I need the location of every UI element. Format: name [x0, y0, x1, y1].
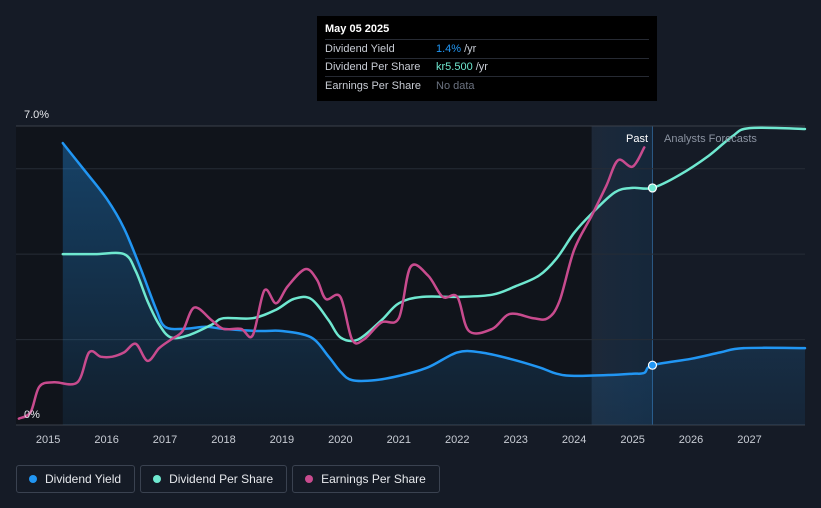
dot-icon — [29, 475, 37, 483]
x-tick-label: 2020 — [328, 434, 352, 446]
dividend-yield-area — [62, 143, 806, 425]
tooltip-row-dividend-per-share: Dividend Per Share kr5.500 /yr — [325, 57, 649, 77]
x-tick-label: 2024 — [562, 434, 586, 446]
tooltip-unit: /yr — [464, 42, 477, 55]
dot-icon — [305, 475, 314, 483]
x-tick-label: 2023 — [503, 434, 527, 446]
y-tick-label: 0% — [24, 409, 40, 421]
tooltip-row-dividend-yield: Dividend Yield 1.4% /yr — [325, 39, 649, 58]
dividend-per-share-marker — [647, 183, 658, 193]
tooltip-value: No data — [436, 79, 475, 92]
tooltip-label: Earnings Per Share — [325, 79, 421, 92]
x-tick-label: 2027 — [737, 434, 761, 446]
legend-item-dividend-yield[interactable]: Dividend Yield — [16, 465, 136, 493]
legend-label: Earnings Per Share — [321, 472, 426, 486]
tooltip-label: Dividend Per Share — [325, 61, 421, 74]
dividend-yield-marker — [647, 360, 658, 370]
tooltip-label: Dividend Yield — [325, 42, 395, 55]
x-tick-label: 2026 — [679, 434, 703, 446]
tooltip-row-earnings-per-share: Earnings Per Share No data — [325, 76, 649, 95]
dividend-yield-line — [61, 141, 807, 383]
tooltip-unit: /yr — [475, 61, 488, 74]
legend-item-earnings-per-share[interactable]: Earnings Per Share — [292, 465, 440, 493]
x-tick-label: 2019 — [270, 434, 294, 446]
legend-item-dividend-per-share[interactable]: Dividend Per Share — [140, 465, 288, 493]
x-tick-label: 2022 — [445, 434, 469, 446]
tooltip-value: kr5.500 — [436, 61, 473, 74]
legend: Dividend Yield Dividend Per Share Earnin… — [16, 465, 440, 493]
past-region-label: Past — [626, 133, 648, 145]
dividend-per-share-line — [61, 126, 807, 343]
x-tick-label: 2016 — [94, 434, 118, 446]
earnings-per-share-line — [17, 146, 646, 420]
tooltip-date: May 05 2025 — [325, 23, 390, 35]
x-tick-label: 2025 — [620, 434, 644, 446]
x-tick-label: 2017 — [153, 434, 177, 446]
x-tick-label: 2015 — [36, 434, 60, 446]
forecast-region-label: Analysts Forecasts — [664, 133, 757, 145]
tooltip-value: 1.4% — [436, 42, 462, 55]
dot-icon — [153, 475, 162, 483]
x-tick-label: 2021 — [387, 434, 411, 446]
legend-label: Dividend Per Share — [169, 472, 274, 486]
tooltip: May 05 2025 Dividend Yield 1.4% /yr Divi… — [317, 16, 657, 101]
x-tick-label: 2018 — [211, 434, 235, 446]
y-tick-label: 7.0% — [24, 109, 49, 121]
legend-label: Dividend Yield — [45, 472, 122, 486]
